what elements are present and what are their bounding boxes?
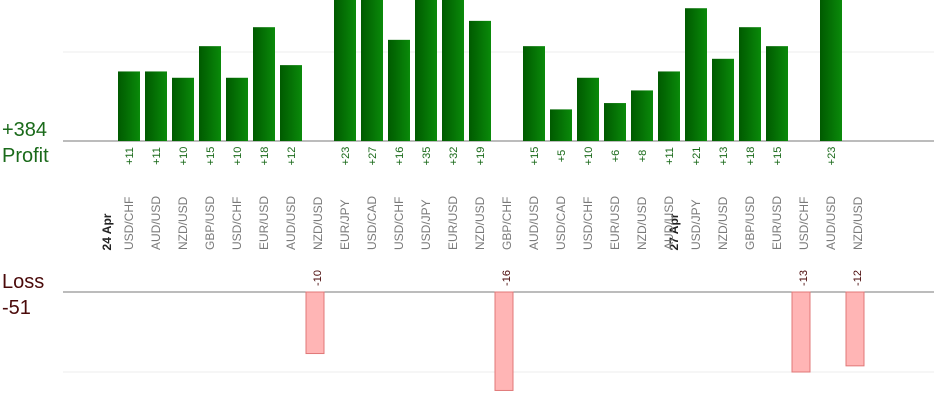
value-label: +6 bbox=[610, 150, 622, 163]
date-label: 24 Apr bbox=[100, 213, 114, 250]
profit-bar bbox=[766, 46, 788, 142]
profit-bar bbox=[604, 103, 626, 141]
pair-label: USD/CHF bbox=[392, 197, 406, 250]
value-label: +19 bbox=[475, 147, 487, 166]
chart-bars bbox=[118, 0, 865, 391]
value-label: +18 bbox=[259, 147, 271, 166]
pair-label: NZD/USD bbox=[473, 196, 487, 250]
value-label: +10 bbox=[583, 147, 595, 166]
pair-label: EUR/USD bbox=[770, 196, 784, 250]
value-label: +21 bbox=[691, 147, 703, 166]
loss-total: -51 bbox=[2, 297, 31, 319]
value-label: +23 bbox=[826, 147, 838, 166]
profit-bar bbox=[388, 39, 410, 141]
pair-label: NZD/USD bbox=[716, 196, 730, 250]
pair-label: GBP/USD bbox=[203, 196, 217, 250]
pair-label: NZD/USD bbox=[851, 196, 865, 250]
value-label: +27 bbox=[367, 147, 379, 166]
profit-bar bbox=[442, 0, 464, 142]
value-label: +13 bbox=[718, 147, 730, 166]
profit-bar bbox=[631, 90, 653, 141]
value-label: +11 bbox=[664, 147, 676, 165]
pair-label: GBP/USD bbox=[743, 196, 757, 250]
value-label: +23 bbox=[340, 147, 352, 166]
profit-bar bbox=[685, 8, 707, 142]
pair-label: USD/CAD bbox=[554, 196, 568, 250]
value-label: -12 bbox=[852, 270, 864, 286]
pair-label: USD/CHF bbox=[797, 197, 811, 250]
loss-bar bbox=[305, 291, 325, 355]
pair-label: AUD/USD bbox=[824, 196, 838, 250]
pair-label: USD/CHF bbox=[581, 197, 595, 250]
profit-bar bbox=[469, 20, 491, 141]
profit-bar bbox=[415, 0, 437, 141]
profit-bar bbox=[145, 71, 167, 141]
value-label: +10 bbox=[232, 147, 244, 166]
profit-label: Profit bbox=[2, 145, 49, 167]
value-label: +11 bbox=[124, 147, 136, 165]
profit-bar bbox=[118, 71, 140, 141]
date-label: 27 Apr bbox=[667, 213, 681, 250]
value-label: +5 bbox=[556, 150, 568, 163]
profit-bar bbox=[253, 27, 275, 141]
pair-label: AUD/USD bbox=[284, 196, 298, 250]
value-label: +15 bbox=[205, 147, 217, 166]
pair-label: USD/JPY bbox=[689, 199, 703, 250]
value-label: +16 bbox=[394, 147, 406, 166]
profit-bar bbox=[820, 0, 842, 142]
value-label: +32 bbox=[448, 147, 460, 166]
loss-bar bbox=[791, 291, 811, 373]
value-label: +18 bbox=[745, 147, 757, 166]
pair-label: EUR/USD bbox=[608, 196, 622, 250]
value-label: -10 bbox=[312, 270, 324, 286]
value-label: +15 bbox=[772, 147, 784, 166]
value-label: +10 bbox=[178, 147, 190, 166]
pair-label: NZD/USD bbox=[635, 196, 649, 250]
pair-label: AUD/USD bbox=[527, 196, 541, 250]
pair-label: NZD/USD bbox=[311, 196, 325, 250]
profit-bar bbox=[199, 46, 221, 142]
value-label: +8 bbox=[637, 150, 649, 163]
chart-labels: 24 Apr 27 Apr +11 USD/CHF +11 AUD/USD +10 NZD/U… bbox=[100, 147, 865, 286]
pair-label: AUD/USD bbox=[149, 196, 163, 250]
profit-bar bbox=[523, 46, 545, 142]
pair-label: USD/CHF bbox=[122, 197, 136, 250]
loss-label: Loss bbox=[2, 271, 45, 293]
loss-bar bbox=[494, 291, 514, 391]
pair-label: GBP/CHF bbox=[500, 197, 514, 250]
value-label: -13 bbox=[798, 270, 810, 286]
profit-bar bbox=[172, 77, 194, 141]
value-label: +15 bbox=[529, 147, 541, 166]
profit-bar bbox=[712, 58, 734, 141]
value-label: +12 bbox=[286, 147, 298, 166]
value-label: +11 bbox=[151, 147, 163, 165]
profit-bar bbox=[226, 77, 248, 141]
pair-label: EUR/JPY bbox=[338, 199, 352, 250]
loss-bar bbox=[845, 291, 865, 367]
profit-bar bbox=[361, 0, 383, 141]
pair-label: EUR/USD bbox=[446, 196, 460, 250]
value-label: -16 bbox=[501, 270, 513, 286]
profit-bar bbox=[739, 27, 761, 141]
pair-label: USD/CHF bbox=[230, 197, 244, 250]
profit-bar bbox=[334, 0, 356, 142]
profit-bar bbox=[577, 77, 599, 141]
pair-label: USD/CAD bbox=[365, 196, 379, 250]
value-label: +35 bbox=[421, 147, 433, 166]
profit-bar bbox=[658, 71, 680, 141]
profit-total: +384 bbox=[2, 119, 48, 141]
pair-label: AUD/USD bbox=[662, 196, 676, 250]
profit-bar bbox=[550, 109, 572, 141]
pair-label: NZD/USD bbox=[176, 196, 190, 250]
pair-label: EUR/USD bbox=[257, 196, 271, 250]
profit-bar bbox=[280, 65, 302, 141]
pair-label: USD/JPY bbox=[419, 199, 433, 250]
